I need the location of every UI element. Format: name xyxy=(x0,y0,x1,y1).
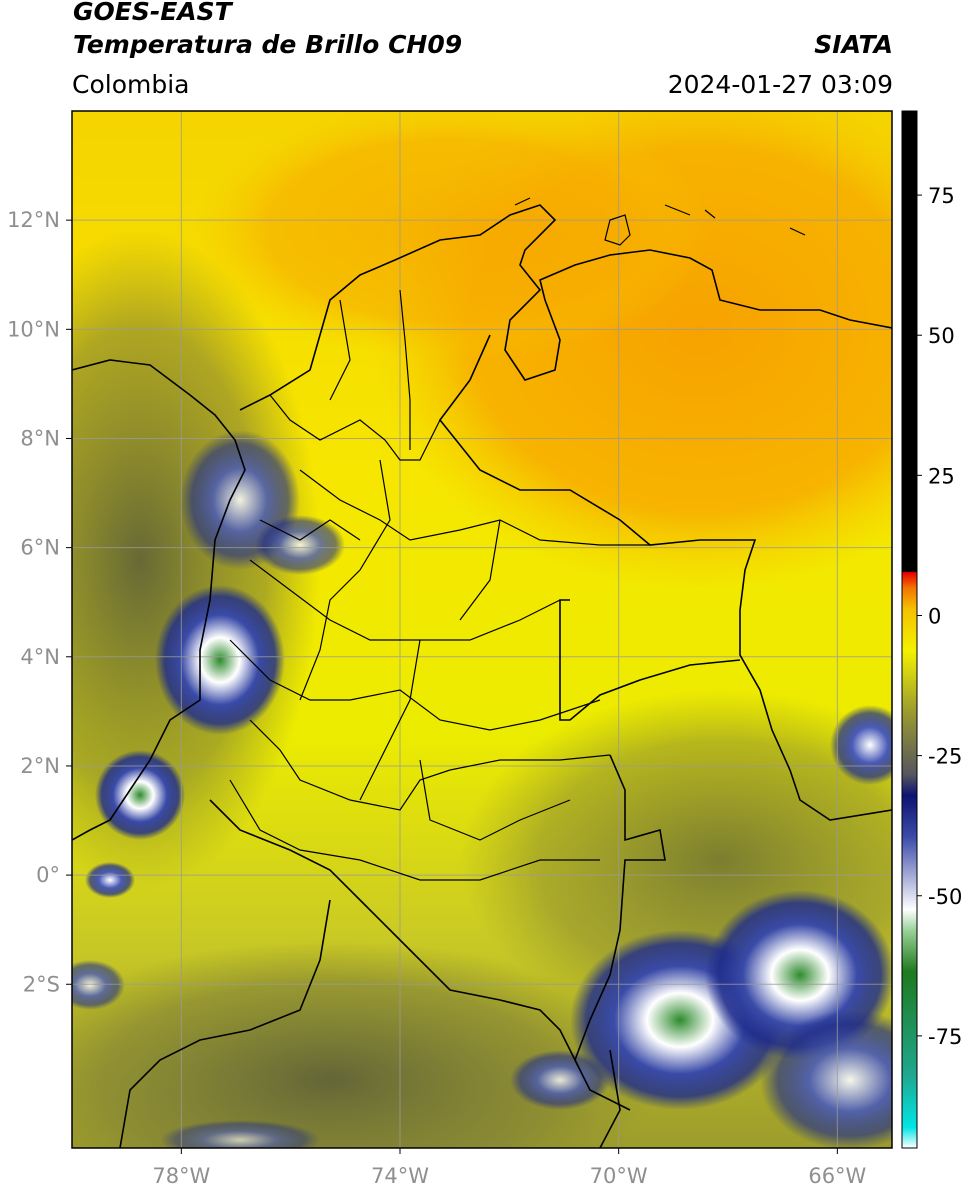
lat-tick-label: 10°N xyxy=(7,317,60,341)
convective-cloud-east-edge xyxy=(830,705,892,785)
region-label: Colombia xyxy=(72,70,190,99)
lon-tick-label: 78°W xyxy=(152,1164,210,1188)
longitude-axis: 78°W 74°W 70°W 66°W xyxy=(152,1148,867,1188)
colorbar-tick-label: -25 xyxy=(928,745,962,769)
map-frame xyxy=(71,110,893,1149)
convective-cloud-amazon-southeast xyxy=(760,1010,892,1148)
colorbar-tick-label: -75 xyxy=(928,1025,962,1049)
lat-tick-label: 4°N xyxy=(20,645,60,669)
organization-label: SIATA xyxy=(814,30,893,59)
latitude-axis: 12°N 10°N 8°N 6°N 4°N 2°N 0° 2°S xyxy=(7,208,72,996)
convective-cloud-bottom xyxy=(160,1120,320,1148)
warm-region-north xyxy=(190,111,710,360)
colorbar-frame xyxy=(901,110,918,1149)
convective-cloud-ecuador-coast xyxy=(85,862,135,898)
convective-cloud-putumayo xyxy=(510,1050,610,1110)
lat-tick-label: 2°N xyxy=(20,754,60,778)
lat-tick-label: 12°N xyxy=(7,208,60,232)
gridlines xyxy=(72,111,892,1148)
olive-region-pacific xyxy=(72,230,320,890)
convective-cloud-antioquia xyxy=(255,515,345,575)
convective-cloud-pacific xyxy=(155,585,285,735)
colorbar-tick-label: 75 xyxy=(928,184,955,208)
colorbar-tick-label: 0 xyxy=(928,604,941,628)
olive-region-south xyxy=(72,940,660,1148)
lon-tick-label: 74°W xyxy=(371,1164,429,1188)
colorbar xyxy=(902,111,917,1148)
satellite-title: GOES-EAST xyxy=(73,0,232,26)
lon-tick-label: 66°W xyxy=(808,1164,866,1188)
lat-tick-label: 0° xyxy=(36,863,60,887)
convective-cloud-ecuador xyxy=(72,960,125,1010)
product-title: Temperatura de Brillo CH09 xyxy=(73,30,463,59)
datetime-label: 2024-01-27 03:09 xyxy=(667,70,893,99)
lon-tick-label: 70°W xyxy=(590,1164,648,1188)
colorbar-axis: 75 50 25 0 -25 -50 -75 xyxy=(917,184,962,1049)
country-borders xyxy=(72,197,892,1148)
colorbar-tick-label: 50 xyxy=(928,324,955,348)
colorbar-tick-label: 25 xyxy=(928,464,955,488)
lat-tick-label: 6°N xyxy=(20,536,60,560)
colorbar-tick-label: -50 xyxy=(928,885,962,909)
lat-tick-label: 8°N xyxy=(20,426,60,450)
convective-cloud-southwest xyxy=(95,750,185,840)
lat-tick-label: 2°S xyxy=(23,972,60,996)
